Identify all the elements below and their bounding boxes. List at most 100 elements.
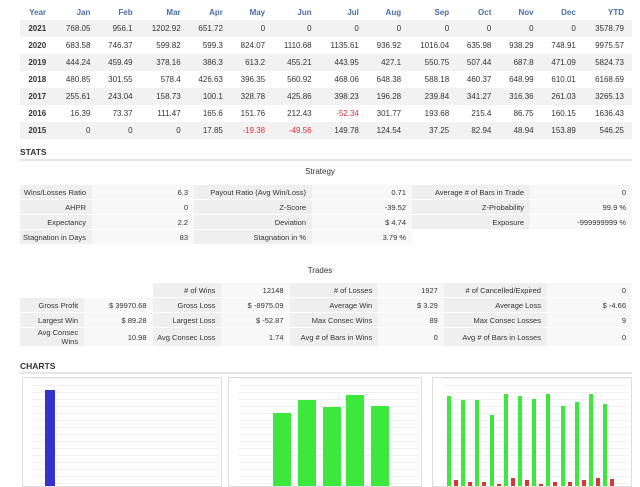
chart-bar [503,394,508,486]
stat-value: 0 [92,200,194,214]
value-cell: 16.39 [70,109,91,118]
value-cell: 158.73 [140,88,189,105]
stat-label: Expectancy [20,215,92,229]
chart-bar [496,483,501,486]
chart-3 [432,377,632,487]
stats-row: Avg Consec Wins 10.98 Avg Consec Loss 1.74 A… [20,328,632,346]
value-cell: 149.78 [319,122,367,139]
value-cell: 378.16 [140,54,189,71]
year-cell: 2021 [20,20,57,37]
chart-1 [22,377,222,487]
divider [20,159,632,161]
stat-value: 1927 [378,283,444,297]
value-cell: 111.47 [157,109,181,118]
chart-bar [574,402,579,486]
year-cell: 2017 [20,88,57,105]
value-cell: 768.05 [56,20,99,37]
table-row: 2017 255.61 243.04 158.73 100.1 328.78 425.86 3… [20,88,632,105]
table-row: 2016 16.39 73.37 111.47 165.6 151.76 212.43 -52… [20,105,632,122]
value-cell: 459.49 [98,54,141,71]
chart-bar [560,405,565,486]
trades-heading: Trades [307,266,333,275]
value-cell: 212.43 [287,109,312,118]
stat-value: 2.2 [92,215,194,229]
value-cell: 398.23 [319,88,367,105]
chart-bar [589,394,593,486]
table-row: 2015 0 0 0 17.85 -19.38 -49.56 149.78 124.54 37.2… [20,122,632,139]
trades-table: # of Wins 12148 # of Losses 1927 # of Cancel… [20,282,632,347]
value-cell: 687.8 [499,54,542,71]
value-cell: 480.85 [65,75,91,84]
value-cell: 824.07 [240,41,266,50]
value-cell: 0 [140,122,189,139]
chart-bar [546,394,551,486]
column-header-dec: Dec [561,7,576,17]
stat-value: 0 [530,185,632,199]
stats-row: Stagnation in Days 83 Stagnation in % 3.79 … [20,230,632,244]
value-cell: 153.89 [541,122,584,139]
value-cell: 0 [499,20,542,37]
stat-value: 0 [546,328,632,346]
stats-row: AHPR 0 Z-Score -39.52 Z-Probability 99.9 % [20,200,632,214]
stat-label: Payout Ratio (Avg Win/Loss) [194,185,312,199]
value-cell: 124.54 [366,122,410,139]
stat-label: Exposure [412,215,530,229]
value-cell: 546.25 [583,122,632,139]
value-cell: 6168.69 [595,75,624,84]
value-cell: 239.84 [409,88,458,105]
stats-row: Largest Win $ 89.28 Largest Loss $ -52.87 Ma… [20,313,632,327]
column-header-may: May [249,7,266,17]
chart-bar [273,412,291,486]
value-cell: 648.38 [376,75,402,84]
value-cell: 748.91 [551,41,576,50]
value-cell: 613.2 [230,54,274,71]
stat-value: $ 3.29 [378,298,444,312]
value-cell: 443.95 [319,54,367,71]
chart-bar [567,481,572,486]
value-cell: 425.86 [273,88,320,105]
chart-bar [468,481,473,486]
stats-row: Wins/Losses Ratio 6.3 Payout Ratio (Avg Wi… [20,185,632,199]
stat-label: AHPR [20,200,92,214]
chart-bar [553,481,558,486]
column-header-apr: Apr [209,7,223,17]
value-cell: -52.34 [336,109,359,118]
year-cell: 2015 [20,122,57,139]
chart-bar [603,403,608,486]
stat-value: 0.71 [312,185,412,199]
value-cell: 3578.79 [583,20,632,37]
value-cell: 386.3 [188,54,231,71]
stats-row: Expectancy 2.2 Deviation $ 4.74 Exposure -999… [20,215,632,229]
stat-label: Average Win [289,298,379,312]
value-cell: -49.56 [273,122,320,139]
value-cell: 196.28 [366,88,410,105]
year-cell: 2020 [28,41,47,50]
value-cell: 9975.57 [595,41,624,50]
stat-label: Gross Loss [152,298,222,312]
value-cell: 86.75 [513,109,534,118]
value-cell: 255.61 [56,88,99,105]
stat-value [84,283,152,297]
chart-bar [323,406,341,486]
stat-label: Average # of Bars in Trade [412,185,530,199]
stat-label: Wins/Losses Ratio [20,185,92,199]
stat-label: Stagnation in % [194,230,312,244]
value-cell: 160.15 [551,109,576,118]
stat-label: Avg # of Bars in Wins [289,328,379,346]
column-header-feb: Feb [118,7,133,17]
value-cell: 460.37 [466,75,492,84]
value-cell: 1202.92 [140,20,189,37]
value-cell: 5824.73 [583,54,632,71]
value-cell: 0 [541,20,584,37]
stat-label: Avg Consec Loss [152,328,222,346]
stat-value: 12148 [221,283,290,297]
value-cell: 1636.43 [595,109,624,118]
value-cell: 82.94 [457,122,500,139]
value-cell: 507.44 [457,54,500,71]
value-cell: 426.63 [198,75,223,84]
column-header-year: Year [29,7,47,17]
column-header-nov: Nov [518,7,534,17]
value-cell: 341.27 [457,88,500,105]
value-cell: 301.55 [108,75,133,84]
chart-bar [610,479,615,486]
